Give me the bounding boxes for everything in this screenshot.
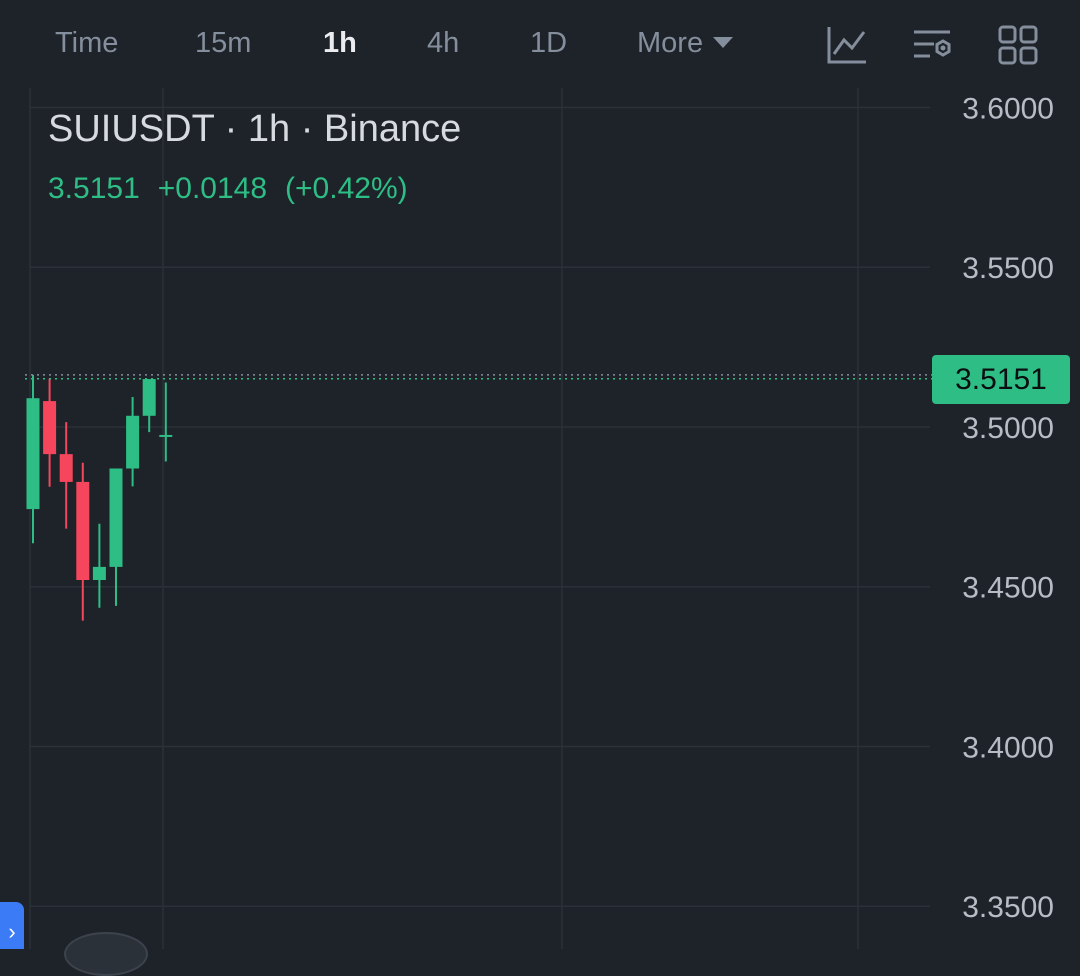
- candle: [26, 374, 40, 544]
- candle: [43, 378, 57, 487]
- candle: [76, 462, 90, 621]
- y-tick-label: 3.3500: [962, 891, 1054, 924]
- y-tick-label: 3.5500: [962, 252, 1054, 285]
- y-axis: 3.6000 3.5500 3.5000 3.4500 3.4000 3.3500: [962, 92, 1054, 924]
- candle-body: [76, 481, 90, 580]
- candle: [109, 468, 123, 606]
- y-tick-label: 3.6000: [962, 92, 1054, 125]
- chevron-right-icon: ›: [8, 919, 16, 944]
- indicators-icon[interactable]: [826, 24, 868, 66]
- timeframe-4h[interactable]: 4h: [427, 27, 460, 59]
- candle: [59, 422, 73, 529]
- candle-body: [43, 401, 57, 455]
- chart-settings-icon[interactable]: [912, 24, 954, 66]
- timeframe-1d[interactable]: 1D: [530, 27, 568, 59]
- candle: [92, 523, 106, 608]
- candlestick-chart[interactable]: 3.6000 3.5500 3.5000 3.4500 3.4000 3.3500: [0, 88, 1080, 949]
- candle-body: [59, 454, 73, 482]
- layout-grid-icon[interactable]: [997, 24, 1039, 66]
- side-panel-toggle[interactable]: ›: [0, 902, 24, 949]
- floating-action-button[interactable]: [64, 932, 148, 976]
- timeframe-1h[interactable]: 1h: [323, 27, 357, 59]
- chart-title: SUIUSDT · 1h · Binance: [48, 108, 462, 150]
- y-tick-label: 3.4000: [962, 731, 1054, 764]
- candle: [159, 382, 173, 462]
- candle-body: [142, 379, 156, 416]
- candle: [126, 396, 140, 487]
- timeframe-15m[interactable]: 15m: [195, 27, 252, 59]
- current-price-tag: 3.5151: [932, 354, 1070, 404]
- y-tick-label: 3.4500: [962, 572, 1054, 605]
- price-summary: 3.5151 +0.0148 (+0.42%): [48, 172, 426, 206]
- candle: [142, 379, 156, 433]
- timeframe-time[interactable]: Time: [55, 27, 119, 59]
- more-dropdown[interactable]: More: [637, 27, 734, 60]
- y-tick-label: 3.5000: [962, 412, 1054, 445]
- candle-body: [159, 434, 173, 437]
- chevron-down-icon: [713, 36, 734, 48]
- last-price: 3.5151: [48, 172, 140, 205]
- candle-body: [126, 415, 140, 469]
- price-change-percent: (+0.42%): [285, 172, 408, 205]
- candles: [26, 374, 173, 621]
- candle-body: [92, 566, 106, 580]
- candle-body: [26, 398, 40, 510]
- candle-body: [109, 468, 123, 567]
- timeframe-toolbar: Time 15m 1h 4h 1D More: [0, 0, 1080, 88]
- price-change: +0.0148: [157, 172, 268, 205]
- more-label: More: [637, 27, 704, 59]
- grid-lines: [29, 88, 930, 949]
